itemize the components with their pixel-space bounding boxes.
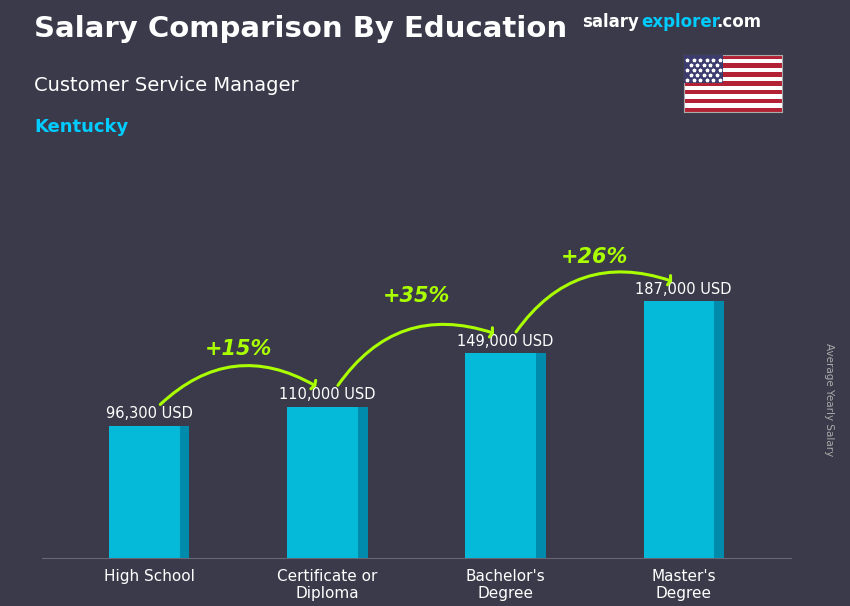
Bar: [684, 55, 723, 84]
Bar: [684, 108, 782, 112]
Bar: [684, 72, 782, 77]
Text: +15%: +15%: [205, 339, 272, 359]
Bar: [684, 59, 782, 64]
Text: Customer Service Manager: Customer Service Manager: [34, 76, 298, 95]
Text: salary: salary: [582, 13, 639, 32]
Bar: [536, 353, 546, 558]
Text: 96,300 USD: 96,300 USD: [106, 406, 193, 421]
Bar: [714, 301, 723, 558]
Bar: [110, 425, 190, 558]
Bar: [684, 99, 782, 103]
Text: +26%: +26%: [561, 247, 628, 267]
Bar: [684, 81, 782, 85]
Text: .com: .com: [717, 13, 762, 32]
Bar: [358, 407, 367, 558]
Bar: [684, 95, 782, 99]
Bar: [466, 353, 546, 558]
Text: Salary Comparison By Education: Salary Comparison By Education: [34, 15, 567, 43]
Bar: [643, 301, 723, 558]
Bar: [684, 90, 782, 95]
Text: explorer: explorer: [642, 13, 721, 32]
Bar: [684, 85, 782, 90]
Text: 110,000 USD: 110,000 USD: [279, 387, 376, 402]
Text: 187,000 USD: 187,000 USD: [636, 282, 732, 296]
Text: Average Yearly Salary: Average Yearly Salary: [824, 344, 834, 456]
Bar: [684, 55, 782, 59]
Text: Kentucky: Kentucky: [34, 118, 128, 136]
Bar: [180, 425, 190, 558]
Text: +35%: +35%: [382, 286, 450, 306]
Text: 149,000 USD: 149,000 USD: [457, 333, 553, 348]
Bar: [287, 407, 367, 558]
Bar: [684, 68, 782, 72]
Bar: [684, 64, 782, 68]
Bar: [684, 77, 782, 81]
Bar: [684, 103, 782, 108]
